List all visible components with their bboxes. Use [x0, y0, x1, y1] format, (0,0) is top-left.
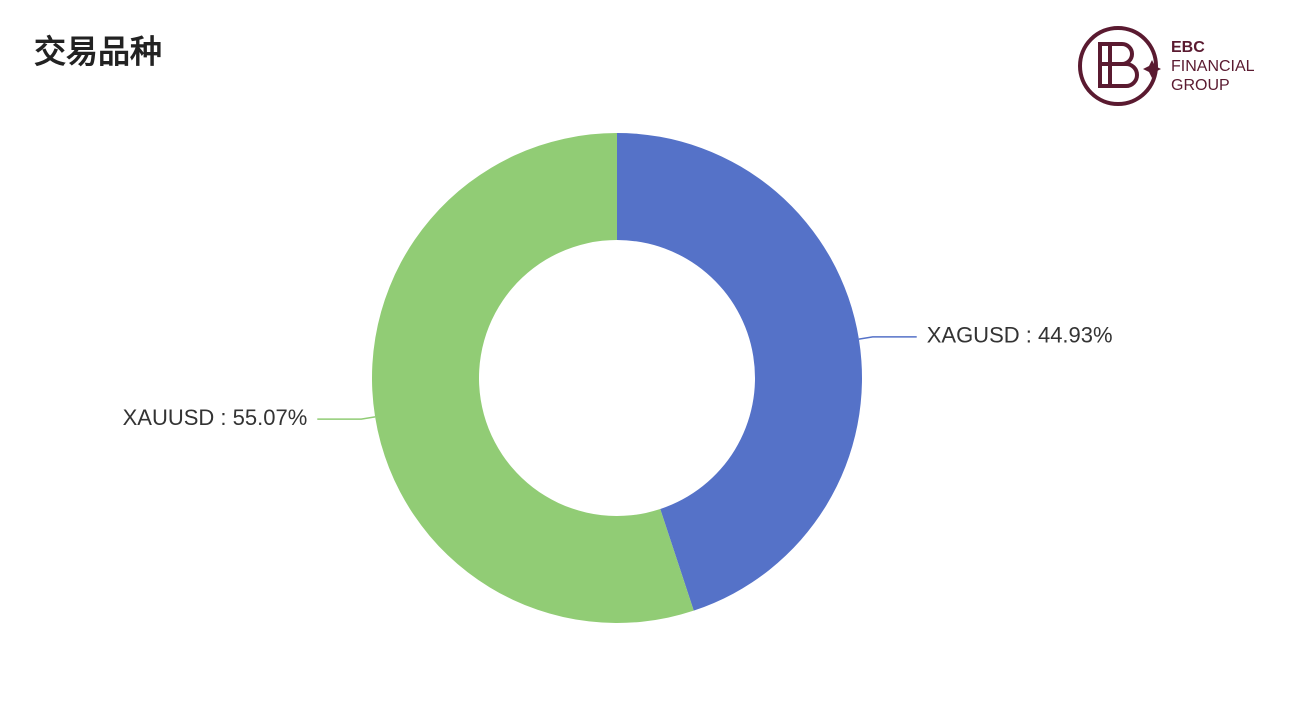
data-label: XAGUSD : 44.93%: [927, 323, 1113, 348]
logo-mark: [1098, 42, 1139, 88]
logo-text: FINANCIAL: [1171, 58, 1255, 75]
logo: EBC FINANCIAL GROUP: [1078, 26, 1255, 106]
logo-star: [1143, 60, 1161, 78]
logo-text: GROUP: [1171, 77, 1230, 94]
leader-line: [858, 336, 917, 340]
slice: XAUUSD: [371, 133, 694, 624]
logo-text: EBC: [1171, 39, 1205, 56]
data-label: XAUUSD : 55.07%: [123, 405, 308, 430]
logo-ring: [1078, 26, 1158, 106]
chart-title: 交易品种: [34, 33, 162, 69]
slice: XAGUSD: [617, 133, 862, 611]
leader-line: [317, 416, 376, 420]
